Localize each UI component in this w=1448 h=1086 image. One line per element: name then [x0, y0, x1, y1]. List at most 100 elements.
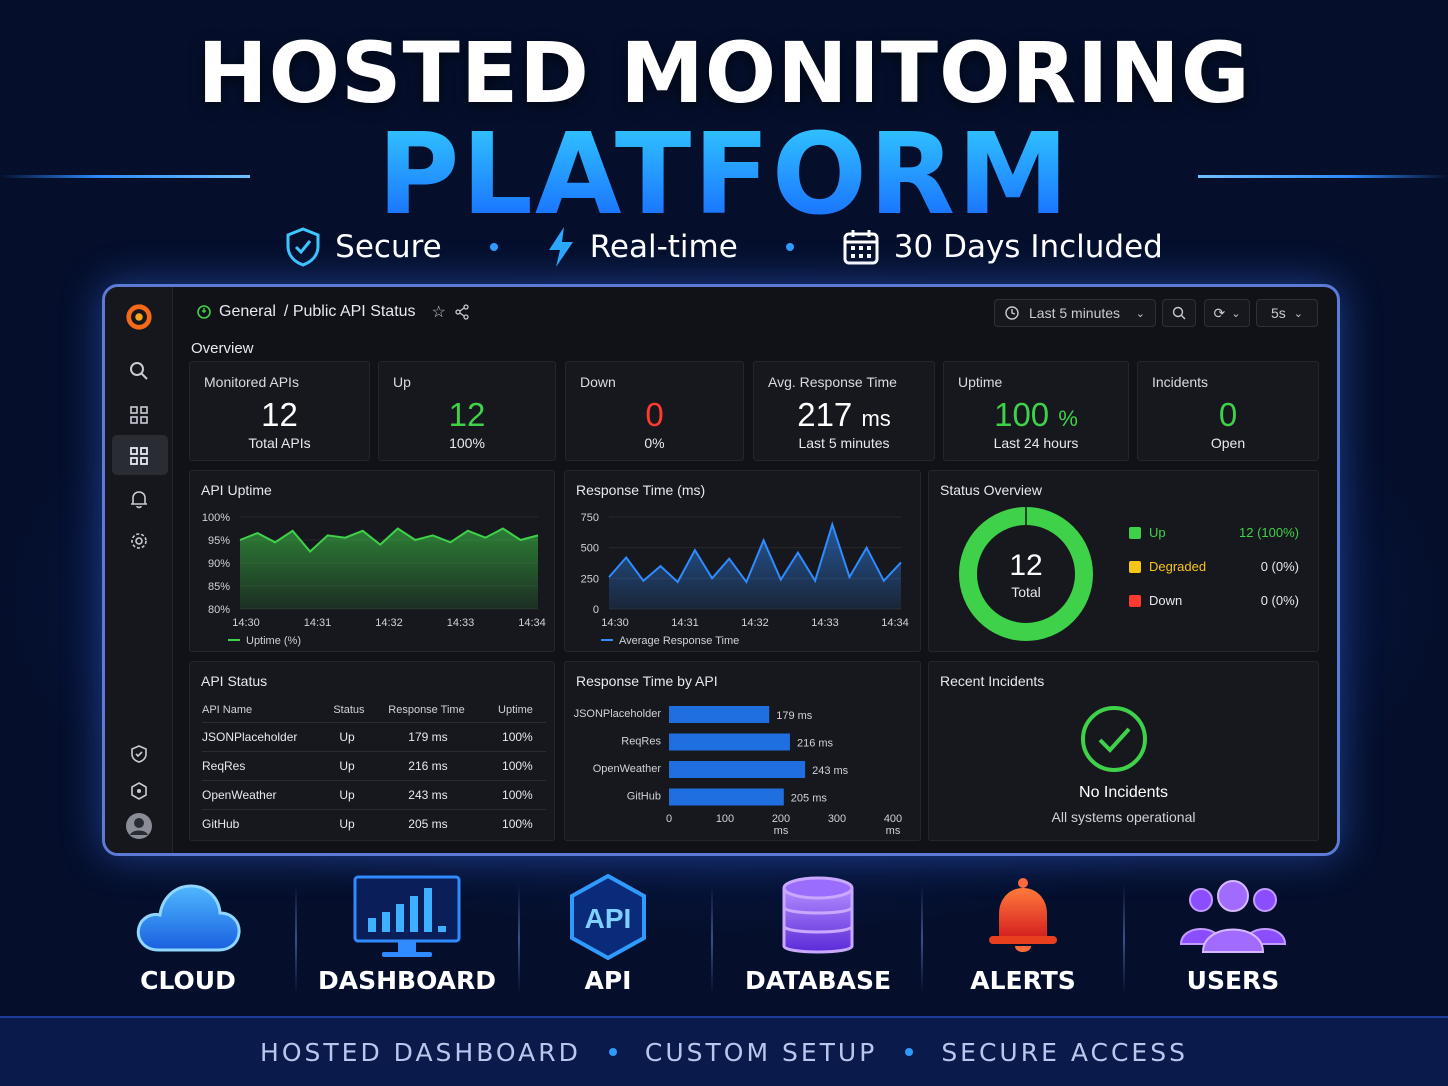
footer-item: CUSTOM SETUP: [644, 1037, 878, 1067]
table-cell: GitHub: [202, 808, 334, 838]
series-area: [240, 528, 538, 609]
breadcrumb-folder[interactable]: General: [219, 303, 276, 320]
table-row[interactable]: ReqRes Up 216 ms 100%: [202, 750, 546, 780]
grafana-logo-icon[interactable]: [125, 303, 153, 331]
table-cell: OpenWeather: [202, 779, 334, 809]
stat-card-down[interactable]: Down 0 0%: [565, 361, 744, 461]
plugin-hexagon-icon[interactable]: [125, 777, 153, 805]
refresh-button[interactable]: ⟳ ⌄: [1204, 299, 1250, 327]
settings-gear-icon[interactable]: [125, 527, 153, 555]
x-tick-label: 200: [772, 813, 790, 825]
breadcrumb-title: / Public API Status: [283, 303, 416, 320]
donut-center-label: Total: [1011, 584, 1041, 600]
time-range-picker[interactable]: Last 5 minutes ⌄: [994, 299, 1156, 327]
user-avatar[interactable]: [125, 812, 153, 840]
y-tick-label: 100%: [202, 512, 230, 524]
column-header[interactable]: Status: [333, 703, 365, 716]
dashboards-icon[interactable]: [125, 401, 153, 429]
column-header[interactable]: Uptime: [498, 703, 533, 716]
panel-title[interactable]: API Status: [201, 673, 268, 689]
panel-title[interactable]: Recent Incidents: [940, 673, 1045, 689]
legend-swatch: [1129, 560, 1141, 573]
legend-name: Degraded: [1149, 559, 1207, 574]
legend-item-down[interactable]: Down 0 (0%): [1129, 593, 1299, 608]
x-tick-label: 14:30: [232, 617, 260, 629]
table-cell: 179 ms: [376, 721, 499, 751]
svg-text:API: API: [585, 903, 632, 934]
legend-value: 12 (100%): [1239, 525, 1299, 540]
star-icon[interactable]: ☆: [431, 304, 446, 321]
stat-unit: %: [1058, 406, 1078, 431]
panel-title[interactable]: Response Time by API: [576, 673, 718, 689]
refresh-interval-label: 5s: [1270, 305, 1286, 321]
y-tick-label: 250: [581, 573, 599, 585]
calendar-icon: [843, 230, 879, 265]
legend-label[interactable]: Average Response Time: [619, 635, 739, 647]
stat-card-monitored-apis[interactable]: Monitored APIs 12 Total APIs: [189, 361, 370, 461]
panel-title[interactable]: API Uptime: [201, 482, 272, 498]
database-icon: [782, 876, 854, 954]
separator-dot: [785, 243, 794, 251]
chevron-down-icon: ⌄: [1293, 307, 1303, 320]
table-cell: 100%: [498, 750, 546, 780]
table-row[interactable]: JSONPlaceholder Up 179 ms 100%: [202, 721, 546, 751]
zoom-search-button[interactable]: [1162, 299, 1196, 327]
legend-item-degraded[interactable]: Degraded 0 (0%): [1129, 559, 1299, 574]
feature-secure: Secure: [285, 227, 442, 267]
bar[interactable]: [669, 706, 770, 723]
monitor-chart-icon: [353, 875, 461, 957]
top-bar: General / Public API Status ☆ Last 5 min…: [173, 287, 1337, 337]
legend-value: 0 (0%): [1260, 593, 1299, 608]
separator-dot: [489, 243, 498, 251]
table-cell: Up: [333, 779, 377, 809]
x-tick-label: 14:34: [518, 617, 546, 629]
table-row[interactable]: GitHub Up 205 ms 100%: [202, 808, 546, 838]
feature-alerts-label: ALERTS: [970, 966, 1076, 995]
divider: [295, 884, 297, 994]
apps-grid-icon[interactable]: [125, 442, 153, 470]
bar[interactable]: [669, 788, 784, 806]
table-cell: Up: [333, 808, 377, 838]
stat-label: Monitored APIs: [204, 374, 299, 390]
series-line: [239, 527, 539, 553]
stat-value: 217 ms: [797, 396, 891, 433]
check-circle-icon: [1081, 706, 1147, 772]
bar[interactable]: [669, 733, 790, 751]
stat-card-incidents[interactable]: Incidents 0 Open: [1137, 361, 1319, 461]
panel-title[interactable]: Response Time (ms): [576, 482, 706, 498]
stat-card-avg-response-time[interactable]: Avg. Response Time 217 ms Last 5 minutes: [753, 361, 935, 461]
separator-dot: [905, 1048, 914, 1056]
response-by-api-panel: Response Time by API JSONPlaceholder 179 …: [564, 661, 921, 841]
y-tick-label: 80%: [208, 604, 230, 616]
x-tick-label: 14:32: [741, 617, 769, 629]
bell-icon: [989, 878, 1057, 952]
x-unit-label: ms: [774, 825, 789, 837]
alerting-bell-icon[interactable]: [125, 485, 153, 513]
panel-title[interactable]: Status Overview: [940, 482, 1042, 498]
chevron-down-icon: ⌄: [1231, 307, 1241, 320]
bar[interactable]: [669, 761, 806, 778]
feature-users-label: USERS: [1186, 966, 1280, 995]
series-area: [609, 524, 901, 609]
y-tick-label: 750: [581, 512, 599, 524]
table-row[interactable]: OpenWeather Up 243 ms 100%: [202, 779, 546, 809]
shield-icon[interactable]: [125, 740, 153, 768]
column-header[interactable]: Response Time: [388, 703, 465, 716]
column-header[interactable]: API Name: [202, 703, 253, 716]
feature-retention-label: 30 Days Included: [893, 229, 1163, 265]
feature-retention: 30 Days Included: [842, 228, 1163, 266]
search-icon[interactable]: [125, 357, 153, 385]
divider: [711, 884, 713, 994]
share-icon[interactable]: [454, 304, 470, 320]
overview-row-title[interactable]: Overview: [191, 340, 254, 357]
cloud-icon: [136, 884, 241, 952]
status-icon: [197, 305, 211, 319]
refresh-interval-picker[interactable]: 5s ⌄: [1256, 299, 1318, 327]
stat-card-uptime[interactable]: Uptime 100 % Last 24 hours: [943, 361, 1129, 461]
legend-item-up[interactable]: Up 12 (100%): [1129, 525, 1299, 540]
status-donut-chart: [959, 507, 1093, 641]
bar-category-label: JSONPlaceholder: [574, 708, 662, 720]
stat-label: Uptime: [958, 374, 1003, 390]
stat-card-up[interactable]: Up 12 100%: [378, 361, 556, 461]
legend-label[interactable]: Uptime (%): [246, 635, 301, 647]
